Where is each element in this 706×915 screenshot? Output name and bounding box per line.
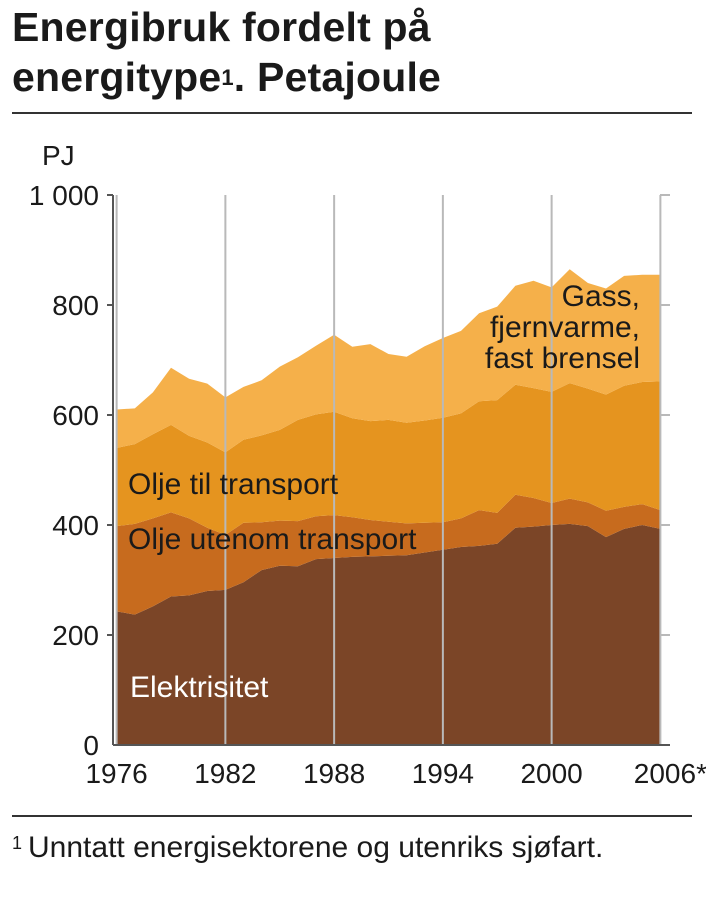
label-gas-line: Gass, <box>562 280 640 313</box>
footnote-text: Unntatt energisektorene og utenriks sjøf… <box>28 831 604 864</box>
y-tick-label: 600 <box>52 400 99 431</box>
label-electricity: Elektrisitet <box>130 671 269 704</box>
area-olje-til-transport <box>116 381 661 535</box>
label-gas-line: fast brensel <box>485 342 640 375</box>
area-layers <box>116 269 661 745</box>
y-tick-label: 0 <box>83 730 99 761</box>
footnote-marker: 1 <box>12 833 23 853</box>
x-tick-label: 1988 <box>303 758 365 789</box>
stacked-area-chart: 1976 1982 1988 1994 2000 2006* 0 200 400 600 800 1 … <box>29 140 706 789</box>
area-gass-fjernvarme-fast-brensel <box>116 269 661 453</box>
y-axis-unit-label: PJ <box>42 140 75 171</box>
label-gas-line: fjernvarme, <box>490 311 640 344</box>
footnote-divider <box>12 815 692 817</box>
x-tick-label: 1994 <box>412 758 474 789</box>
axes: 1976 1982 1988 1994 2000 2006* 0 200 400 600 800 1 … <box>29 180 706 789</box>
y-tick-label: 400 <box>52 510 99 541</box>
title-divider <box>12 112 692 114</box>
x-tick-label: 1982 <box>194 758 256 789</box>
footnote: 1 Unntatt energisektorene og utenriks sjø… <box>12 827 652 872</box>
area-elektrisitet <box>116 523 661 745</box>
title-line2-suffix: . Petajoule <box>233 54 442 100</box>
series-labels: Gass,fjernvarme,fast brensel Olje til tra… <box>128 280 640 704</box>
y-tick-label: 800 <box>52 290 99 321</box>
chart-title: Energibruk fordelt på energitype1. Petaj… <box>12 2 692 109</box>
area-olje-utenom-transport <box>116 494 661 615</box>
title-line1: Energibruk fordelt på <box>12 4 431 50</box>
y-tick-label: 1 000 <box>29 180 99 211</box>
label-oil-other: Olje utenom transport <box>128 523 417 556</box>
title-footnote-marker: 1 <box>221 65 234 90</box>
x-tick-label: 2000 <box>520 758 582 789</box>
x-tick-label: 2006* <box>634 758 706 789</box>
x-tick-label: 1976 <box>85 758 147 789</box>
label-oil-transport: Olje til transport <box>128 468 339 501</box>
title-line2-prefix: energitype <box>12 54 222 100</box>
grid-lines <box>107 194 670 745</box>
y-tick-label: 200 <box>52 620 99 651</box>
